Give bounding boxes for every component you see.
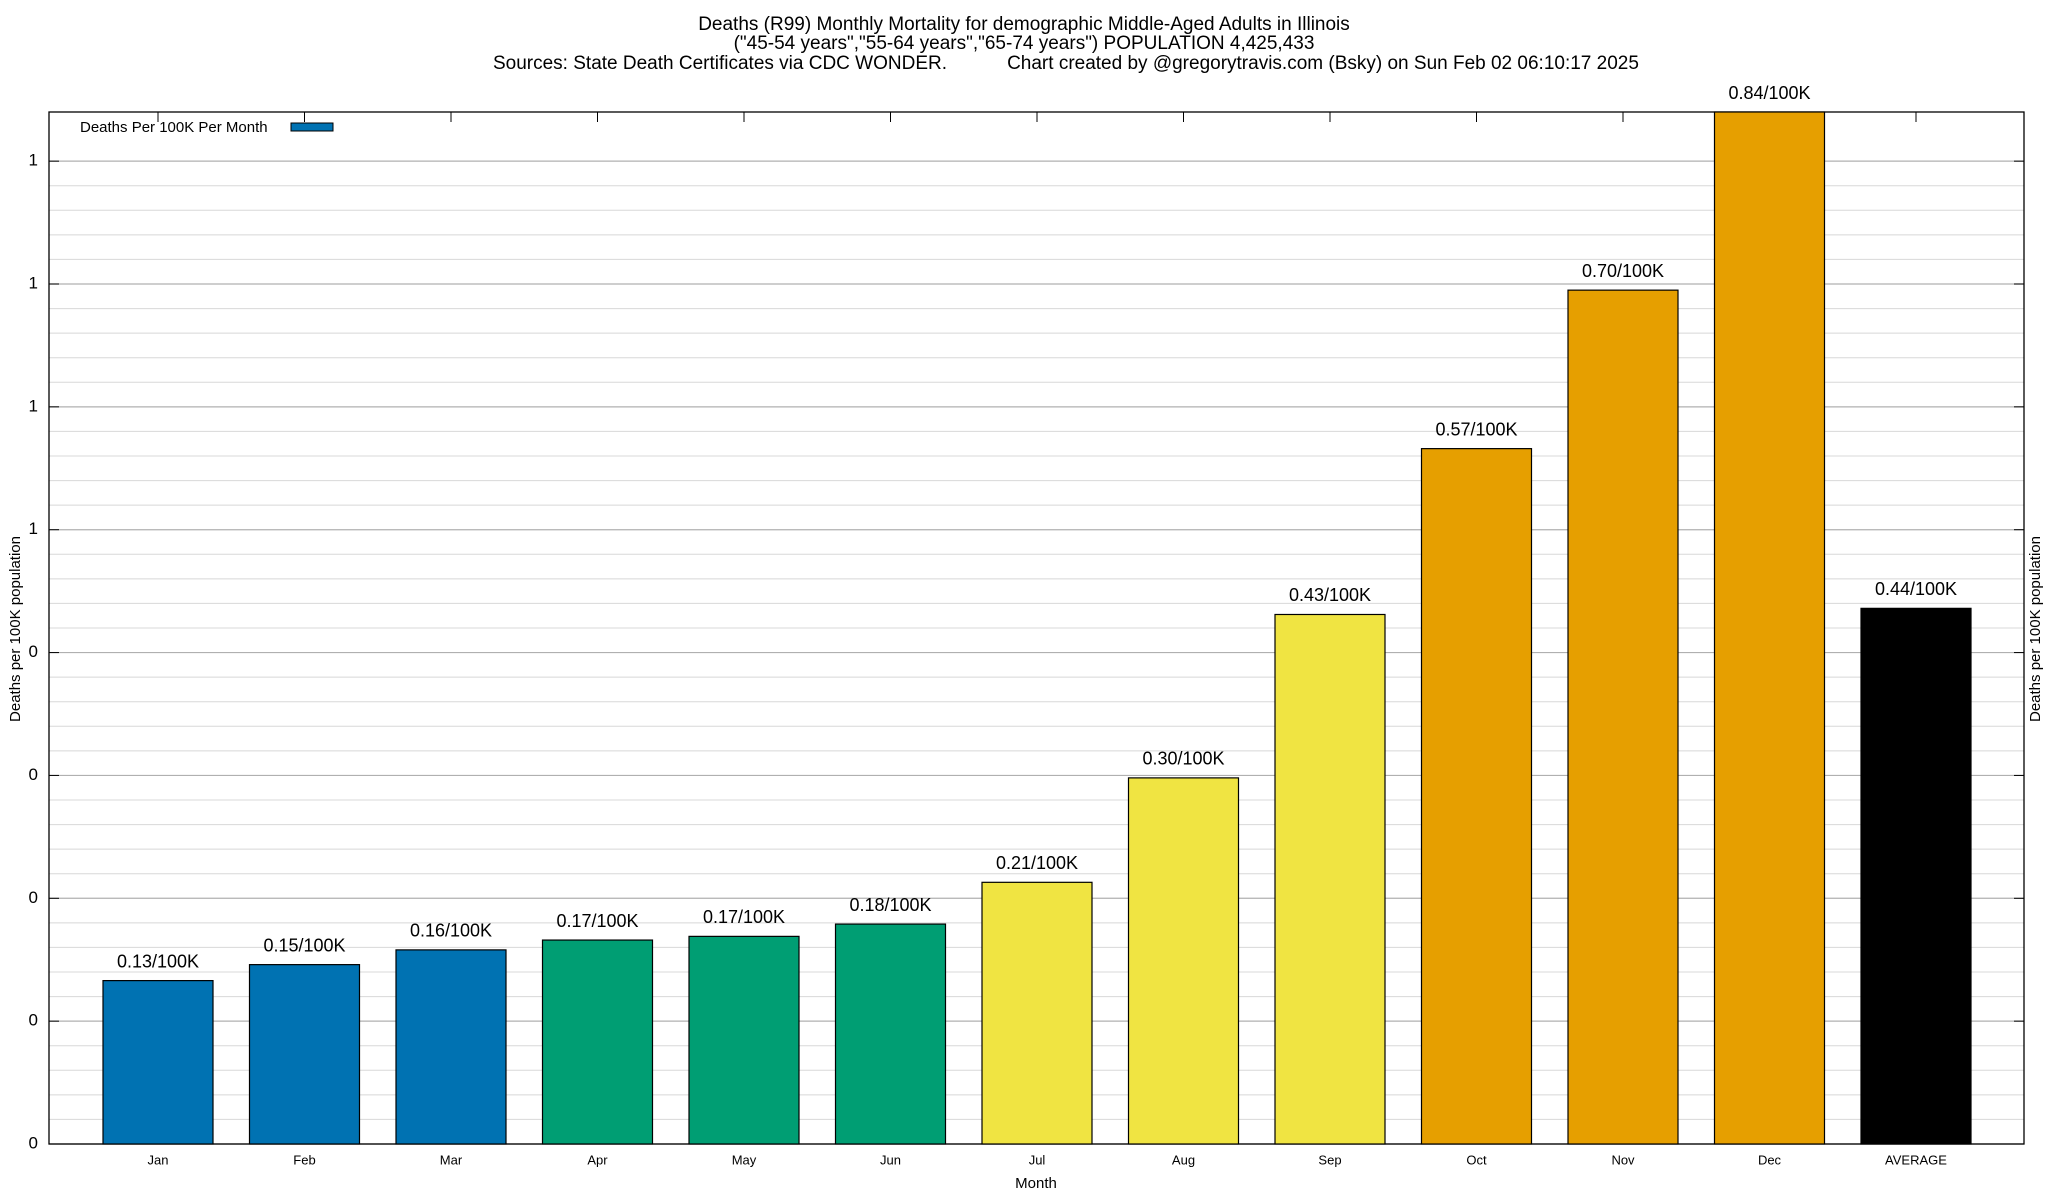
- y-tick-label: 0: [29, 765, 38, 784]
- y-tick-label: 0: [29, 1011, 38, 1030]
- bar: [1420, 448, 1533, 1145]
- y-tick-label: 0: [29, 1133, 38, 1152]
- x-tick-label: Nov: [1611, 1152, 1635, 1167]
- y-tick-label: 1: [29, 396, 38, 415]
- y-axis-label-right: Deaths per 100K population: [2027, 536, 2044, 722]
- data-label: 0.13/100K: [117, 951, 199, 971]
- bar: [102, 979, 214, 1145]
- bar: [395, 949, 507, 1145]
- bar: [1713, 111, 1826, 1145]
- bar: [981, 881, 1093, 1145]
- chart-credit: Chart created by @gregorytravis.com (Bsk…: [1007, 53, 1639, 74]
- bar: [688, 935, 800, 1145]
- data-label: 0.57/100K: [1435, 419, 1517, 439]
- data-label: 0.21/100K: [996, 853, 1078, 873]
- x-tick-label: Mar: [440, 1152, 463, 1167]
- bar: [248, 964, 361, 1145]
- chart-subtitle: ("45-54 years","55-64 years","65-74 year…: [734, 33, 1315, 54]
- bar: [1127, 777, 1240, 1145]
- x-tick-label: Jan: [148, 1152, 169, 1167]
- x-tick-label: Apr: [587, 1152, 608, 1167]
- bar: [1567, 289, 1679, 1145]
- y-tick-label: 1: [29, 273, 38, 292]
- bar: [1274, 613, 1386, 1145]
- y-tick-label: 1: [29, 519, 38, 538]
- x-tick-label: Jul: [1029, 1152, 1046, 1167]
- x-axis-label: Month: [1015, 1175, 1057, 1192]
- x-tick-label: May: [732, 1152, 757, 1167]
- data-label: 0.70/100K: [1582, 261, 1664, 281]
- legend-label: Deaths Per 100K Per Month: [80, 119, 268, 136]
- x-tick-label: AVERAGE: [1885, 1152, 1947, 1167]
- bar: [541, 939, 654, 1145]
- y-tick-label: 0: [29, 642, 38, 661]
- x-tick-label: Oct: [1466, 1152, 1487, 1167]
- data-label: 0.18/100K: [849, 895, 931, 915]
- data-label: 0.30/100K: [1142, 749, 1224, 769]
- y-tick-label: 1: [29, 151, 38, 170]
- data-label: 0.15/100K: [263, 935, 345, 955]
- data-label: 0.17/100K: [703, 907, 785, 927]
- x-tick-label: Dec: [1758, 1152, 1782, 1167]
- x-tick-label: Sep: [1318, 1152, 1341, 1167]
- data-label: 0.44/100K: [1875, 579, 1957, 599]
- data-label: 0.84/100K: [1728, 83, 1810, 103]
- chart-source: Sources: State Death Certificates via CD…: [493, 53, 947, 74]
- x-tick-label: Jun: [880, 1152, 901, 1167]
- y-tick-label: 0: [29, 888, 38, 907]
- legend-swatch: [290, 122, 334, 132]
- x-tick-label: Feb: [293, 1152, 315, 1167]
- data-label: 0.16/100K: [410, 921, 492, 941]
- data-label: 0.17/100K: [556, 911, 638, 931]
- data-label: 0.43/100K: [1289, 585, 1371, 605]
- chart-title: Deaths (R99) Monthly Mortality for demog…: [698, 14, 1350, 35]
- bar: [834, 923, 947, 1145]
- bar: [1860, 607, 1972, 1145]
- y-axis-label: Deaths per 100K population: [7, 536, 24, 722]
- x-tick-label: Aug: [1172, 1152, 1195, 1167]
